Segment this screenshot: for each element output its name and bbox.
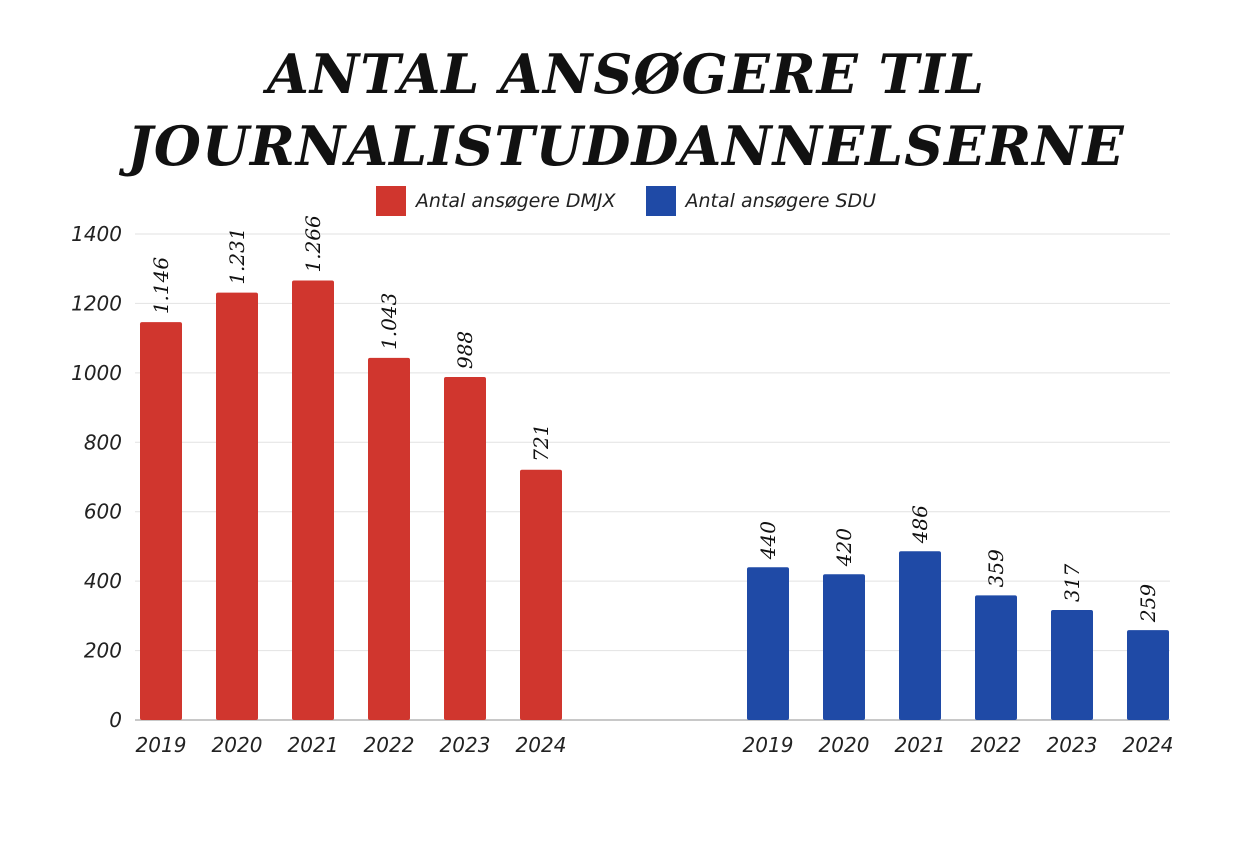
- x-tick-label: 2020: [819, 733, 870, 757]
- y-tick-label: 1200: [71, 291, 122, 315]
- y-tick-label: 200: [84, 639, 122, 663]
- data-label: 440: [756, 521, 780, 560]
- chart-title: ANTAL ANSØGERE TIL JOURNALISTUDDANNELSER…: [0, 38, 1252, 182]
- bar-dmjx-2019: [140, 322, 182, 720]
- bar-dmjx-2020: [216, 292, 258, 720]
- bar-sdu-2024: [1127, 630, 1169, 720]
- x-tick-label: 2022: [971, 733, 1022, 757]
- data-label: 359: [984, 549, 1008, 587]
- y-tick-label: 600: [84, 500, 122, 524]
- x-tick-label: 2020: [212, 733, 263, 757]
- bar-sdu-2021: [899, 551, 941, 720]
- x-tick-label: 2019: [743, 733, 794, 757]
- data-label: 1.043: [377, 293, 401, 350]
- data-label: 317: [1060, 564, 1084, 602]
- data-label: 420: [832, 528, 856, 567]
- chart-title-line-1: ANTAL ANSØGERE TIL: [267, 42, 985, 106]
- x-tick-label: 2019: [136, 733, 187, 757]
- data-label: 1.231: [225, 227, 249, 284]
- chart-title-line-2: JOURNALISTUDDANNELSERNE: [127, 114, 1125, 178]
- y-tick-label: 400: [84, 569, 122, 593]
- x-tick-label: 2023: [1047, 733, 1098, 757]
- x-tick-label: 2023: [440, 733, 491, 757]
- bar-sdu-2020: [823, 574, 865, 720]
- data-label: 1.146: [149, 257, 173, 315]
- bar-dmjx-2024: [520, 469, 562, 720]
- bar-dmjx-2023: [444, 377, 486, 720]
- y-tick-label: 0: [109, 708, 122, 732]
- y-tick-label: 1400: [71, 222, 122, 246]
- x-tick-label: 2024: [1123, 733, 1174, 757]
- data-label: 486: [908, 505, 932, 544]
- data-label: 1.266: [301, 215, 325, 273]
- x-tick-label: 2021: [895, 733, 946, 757]
- data-label: 721: [529, 424, 553, 462]
- legend-item-dmjx: Antal ansøgere DMJX: [375, 186, 616, 216]
- y-tick-label: 1000: [71, 361, 122, 385]
- y-tick-label: 800: [84, 430, 122, 454]
- bar-sdu-2023: [1051, 609, 1093, 720]
- bar-dmjx-2022: [368, 357, 410, 720]
- x-tick-label: 2024: [516, 733, 567, 757]
- legend-label-dmjx: Antal ansøgere DMJX: [415, 190, 616, 212]
- x-tick-label: 2022: [364, 733, 415, 757]
- legend-item-sdu: Antal ansøgere SDU: [645, 186, 877, 216]
- bar-sdu-2019: [747, 567, 789, 720]
- bar-dmjx-2021: [292, 280, 334, 720]
- legend-label-sdu: Antal ansøgere SDU: [685, 190, 877, 212]
- chart-legend: Antal ansøgere DMJX Antal ansøgere SDU: [0, 186, 1252, 216]
- data-label: 988: [453, 331, 477, 369]
- legend-swatch-sdu: [645, 186, 676, 216]
- bar-sdu-2022: [975, 595, 1017, 720]
- data-label: 259: [1136, 584, 1160, 623]
- legend-swatch-dmjx: [375, 186, 406, 216]
- x-tick-label: 2021: [288, 733, 339, 757]
